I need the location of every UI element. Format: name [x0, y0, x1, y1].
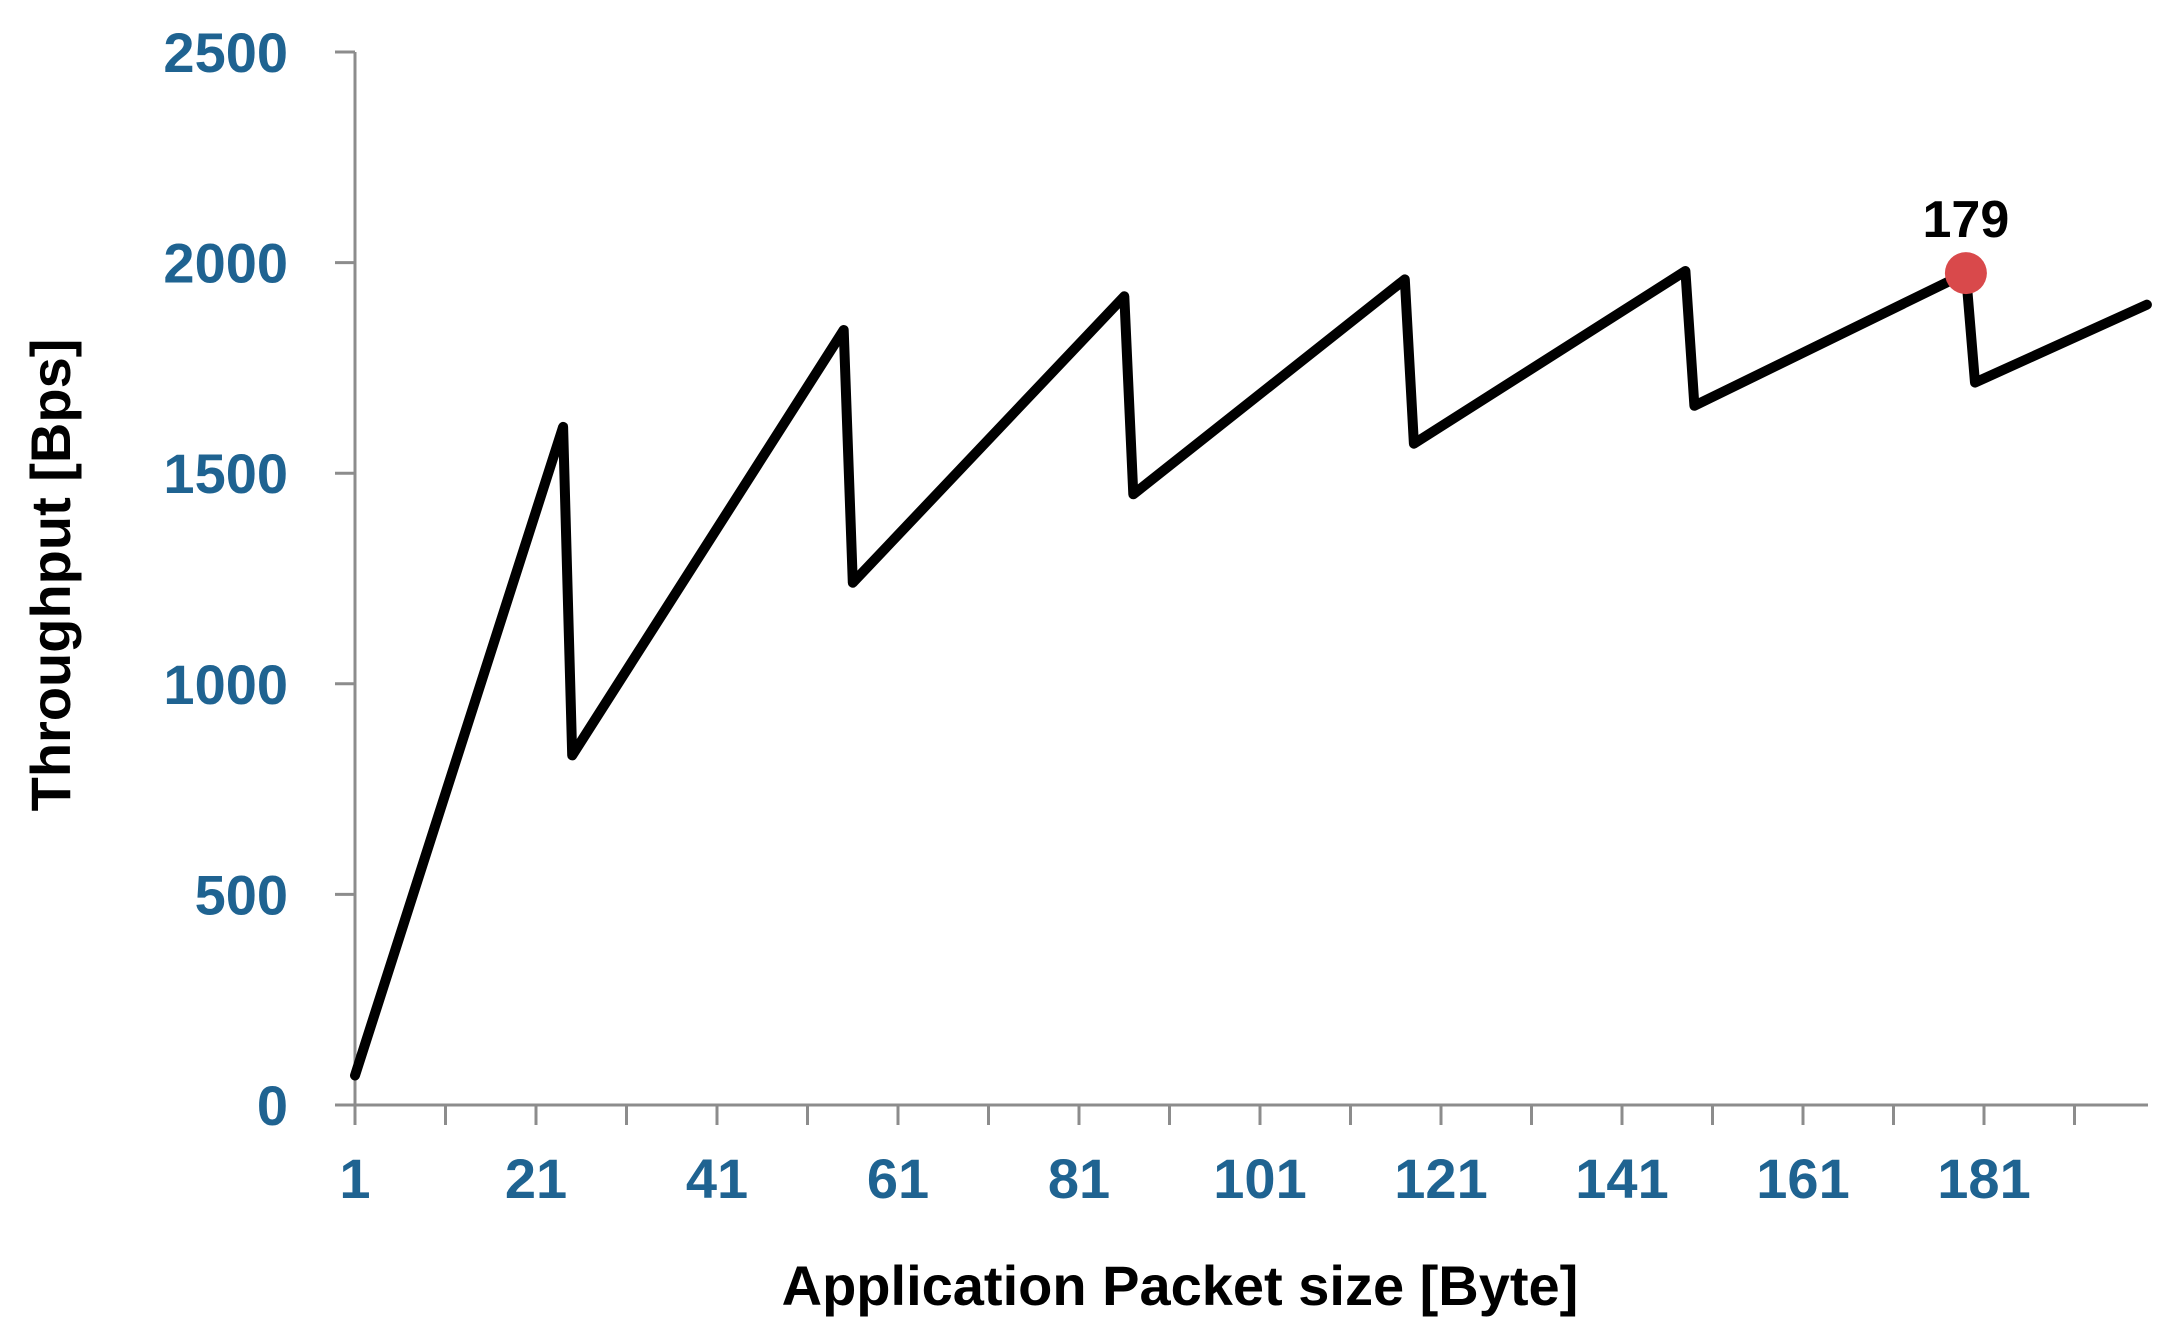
x-tick-label: 61: [867, 1147, 929, 1210]
highlight-point-label: 179: [1923, 191, 2010, 249]
x-tick-label: 101: [1213, 1147, 1306, 1210]
y-tick-label: 1000: [163, 653, 288, 716]
axes: [335, 50, 2148, 1125]
x-tick-label: 141: [1575, 1147, 1668, 1210]
y-tick-label: 2500: [163, 21, 288, 84]
x-tick-label: 41: [686, 1147, 748, 1210]
y-tick-labels: 0 500 1000 1500 2000 2500: [163, 21, 288, 1137]
y-axis-title: Throughput [Bps]: [19, 339, 82, 812]
y-tick-label: 2000: [163, 232, 288, 295]
x-tick-label: 1: [339, 1147, 370, 1210]
series-line: [350, 266, 2152, 1081]
x-tick-label: 121: [1394, 1147, 1487, 1210]
annotation-layer: 179: [1923, 191, 2010, 295]
series-layer: [350, 266, 2152, 1081]
x-tick-labels: 1 21 41 61 81 101 121 141 161 181: [339, 1147, 2030, 1210]
x-tick-label: 21: [505, 1147, 567, 1210]
y-tick-label: 0: [257, 1074, 288, 1137]
x-tick-label: 81: [1048, 1147, 1110, 1210]
x-tick-label: 181: [1937, 1147, 2030, 1210]
y-tick-label: 500: [195, 863, 288, 926]
highlight-point-marker: [1944, 252, 1987, 295]
x-axis-title: Application Packet size [Byte]: [782, 1254, 1579, 1317]
y-tick-label: 1500: [163, 442, 288, 505]
x-tick-label: 161: [1756, 1147, 1849, 1210]
